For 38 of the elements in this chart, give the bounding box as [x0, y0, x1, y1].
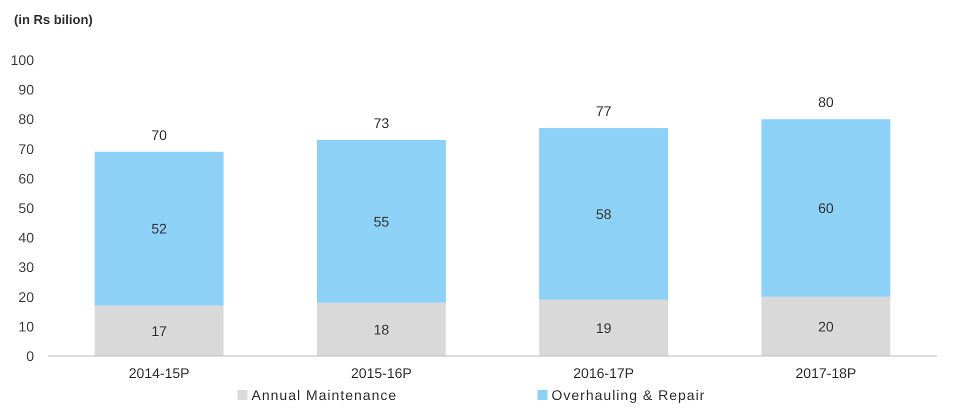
- bar: [761, 119, 890, 297]
- data-label: 58: [596, 206, 612, 222]
- y-tick-label: 60: [18, 170, 34, 186]
- y-tick-label: 80: [18, 111, 34, 128]
- bar: [94, 306, 224, 356]
- data-label: 60: [818, 200, 834, 216]
- bar: [316, 302, 446, 356]
- total-label: 80: [818, 94, 834, 110]
- y-tick-label: 90: [18, 82, 34, 98]
- bar: [539, 128, 668, 300]
- data-label: 55: [374, 213, 390, 230]
- data-label: 20: [818, 318, 834, 334]
- y-tick-label: 0: [26, 348, 34, 364]
- legend-label: Overhauling & Repair: [552, 387, 706, 403]
- total-label: 70: [151, 126, 168, 143]
- y-tick-label: 20: [18, 288, 34, 305]
- total-label: 73: [374, 114, 390, 131]
- total-label: 77: [596, 103, 612, 120]
- bar: [316, 140, 446, 303]
- y-tick-label: 40: [18, 230, 34, 246]
- x-tick-label: 2017-18P: [796, 365, 856, 381]
- y-axis-title: (in Rs bilion): [14, 12, 93, 27]
- data-label: 18: [374, 321, 390, 338]
- legend-label: Annual Maintenance: [252, 387, 398, 403]
- x-tick-label: 2015-16P: [351, 365, 412, 381]
- data-label: 17: [151, 322, 168, 339]
- y-tick-label: 10: [18, 318, 34, 334]
- bar: [94, 152, 224, 306]
- x-tick-label: 2016-17P: [573, 365, 634, 381]
- x-tick-label: 2014-15P: [128, 365, 190, 381]
- data-label: 52: [151, 220, 168, 237]
- y-tick-label: 70: [18, 140, 34, 157]
- y-tick-label: 30: [18, 259, 34, 276]
- y-tick-label: 50: [18, 200, 34, 216]
- bar: [761, 296, 890, 356]
- bar: [539, 300, 668, 356]
- y-tick-label: 100: [10, 52, 34, 68]
- data-label: 19: [596, 320, 612, 336]
